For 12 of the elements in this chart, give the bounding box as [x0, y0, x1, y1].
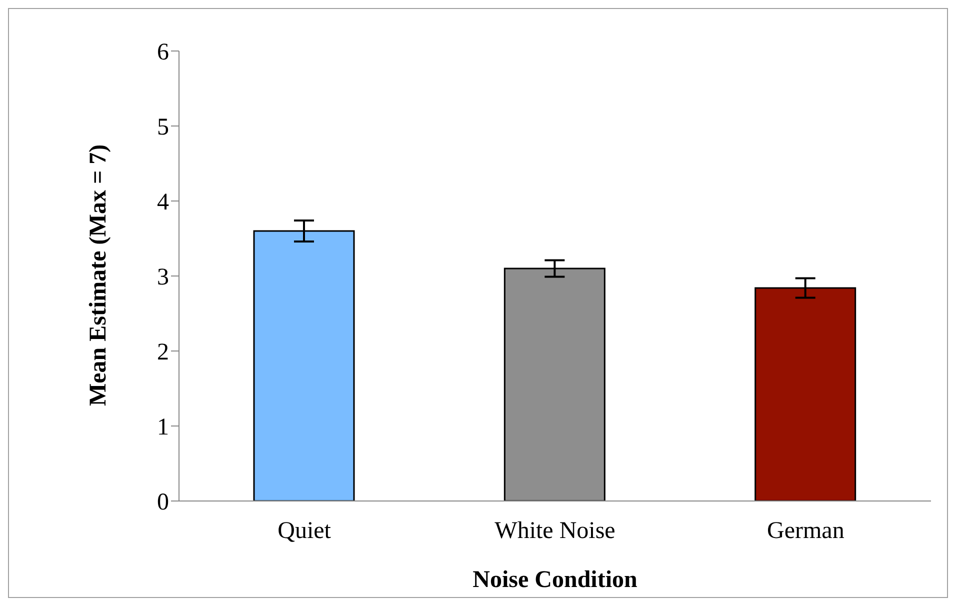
y-tick-label: 1 — [157, 414, 169, 441]
y-tick-label: 0 — [157, 490, 169, 516]
x-tick-label: Quiet — [278, 518, 332, 544]
x-tick-label: German — [767, 518, 844, 544]
y-tick-label: 2 — [157, 340, 169, 366]
y-tick-label: 5 — [157, 114, 169, 141]
y-tick-label: 3 — [157, 264, 169, 291]
x-axis-title: Noise Condition — [472, 567, 638, 593]
x-tick-label: White Noise — [494, 518, 616, 544]
y-tick-label: 4 — [157, 190, 169, 216]
y-axis-title: Mean Estimate (Max = 7) — [86, 144, 112, 406]
y-tick-label: 6 — [157, 40, 169, 66]
